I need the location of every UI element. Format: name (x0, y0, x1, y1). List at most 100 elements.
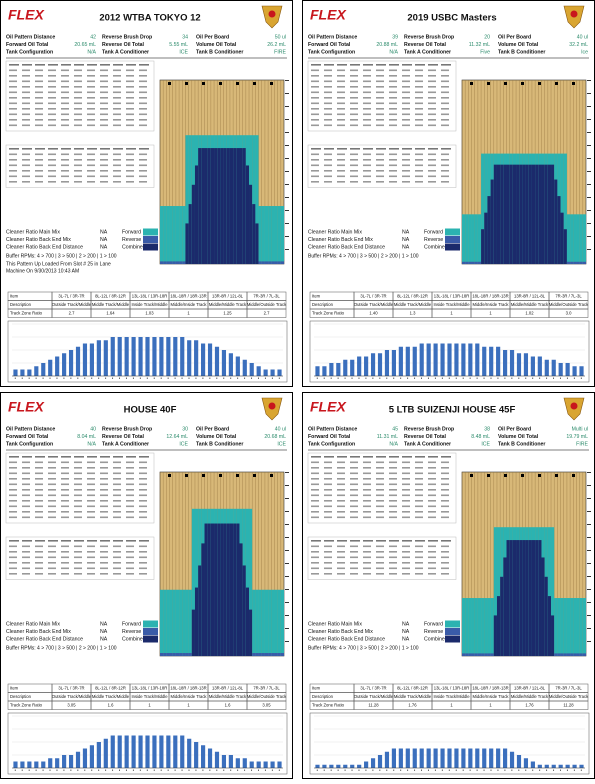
board-tick (56, 377, 58, 379)
table-text: Middle/Middle Track (511, 694, 549, 699)
step-table-cell (311, 69, 319, 72)
board-bar (48, 758, 53, 768)
header-label: Tank Configuration (308, 49, 355, 55)
oil-combined (573, 261, 577, 264)
oil-combined (220, 148, 224, 264)
step-table-cell (9, 540, 19, 542)
oil-forward (271, 589, 275, 656)
step-table-cell (87, 164, 95, 167)
step-table-cell (87, 91, 95, 94)
step-table-cell (35, 516, 43, 519)
distance-tick (285, 223, 289, 224)
board-tick (209, 377, 211, 379)
oil-combined (551, 164, 555, 264)
oil-combined (252, 653, 256, 656)
board-tick (278, 769, 280, 771)
board-bar (152, 735, 157, 768)
step-table-cell (389, 467, 397, 469)
legend-label: Combined (424, 636, 448, 642)
step-table (5, 452, 155, 524)
step-table-cell (363, 494, 371, 497)
step-table-cell (35, 124, 43, 127)
distance-tick (587, 511, 591, 512)
board-tick (532, 769, 534, 771)
step-table-cell (113, 456, 123, 458)
step-table-cell (100, 102, 108, 105)
step-table-cell (415, 467, 423, 469)
step-table-cell (113, 119, 121, 121)
step-table-cell (311, 164, 319, 167)
arrow-mark (168, 474, 171, 477)
step-table-cell (441, 494, 449, 497)
table-text: 2.7 (69, 310, 75, 315)
step-table-cell (428, 86, 436, 88)
board-tick (160, 769, 162, 771)
step-table-cell (35, 164, 43, 167)
step-table-cell (22, 69, 30, 72)
step-table-cell (139, 108, 147, 110)
step-table-cell (100, 69, 108, 72)
header-label: Tank B Conditioner (196, 441, 243, 447)
step-table-cell (363, 181, 371, 183)
oil-combined (185, 223, 189, 264)
header-label: Oil Pattern Distance (308, 34, 357, 40)
step-table-cell (389, 461, 397, 464)
board-bar (55, 758, 60, 768)
step-table-cell (48, 551, 56, 553)
step-table-cell (415, 556, 423, 559)
oil-forward (255, 589, 259, 656)
step-table-cell (22, 511, 30, 513)
step-table-cell (100, 119, 108, 121)
distance-tick (587, 119, 591, 120)
step-table-cell (337, 461, 345, 464)
board-tick (476, 769, 478, 771)
board-bar (207, 343, 213, 376)
legend-label: Reverse (122, 237, 141, 243)
board-tick (146, 377, 148, 379)
step-table-cell (48, 489, 56, 491)
board-tick (244, 377, 246, 379)
board-tick (264, 769, 266, 771)
step-table-cell (22, 500, 30, 502)
step-table-cell (376, 540, 386, 542)
cleaner-value: NA (100, 229, 108, 235)
step-table-cell (402, 478, 410, 480)
board-bar (565, 764, 570, 768)
table-text: Inside Track/Middle (131, 694, 168, 699)
step-table-cell (363, 153, 371, 156)
step-table-cell (350, 102, 358, 105)
cleaner-value: NA (402, 629, 410, 635)
oil-combined (538, 540, 542, 656)
step-table-cell (113, 102, 121, 105)
step-table-cell (113, 113, 121, 116)
step-table-cell (139, 567, 147, 570)
oil-combined (535, 164, 539, 264)
step-table-cell (324, 573, 332, 575)
oil-forward (188, 135, 192, 264)
step-table-cell (35, 573, 43, 575)
header-label: Reverse Oil Total (404, 434, 447, 440)
step-table-cell (100, 91, 108, 94)
step-table-cell (324, 97, 332, 99)
step-table-cell (350, 181, 358, 183)
board-tick (160, 377, 162, 379)
distance-tick (587, 641, 591, 642)
step-table-cell (22, 461, 30, 464)
oil-forward (490, 598, 494, 656)
step-table-cell (35, 64, 45, 66)
step-table-cell (415, 91, 423, 94)
step-table-cell (428, 170, 436, 172)
board-bar (166, 735, 171, 768)
distance-tick (587, 145, 591, 146)
step-table (307, 536, 457, 580)
oil-forward (477, 214, 482, 264)
cleaner-value: NA (100, 244, 108, 250)
oil-combined (258, 653, 262, 656)
step-table-cell (87, 494, 95, 497)
step-table-cell (441, 91, 449, 94)
oil-combined (236, 523, 240, 656)
board-tick (559, 377, 561, 379)
step-table-cell (48, 500, 56, 502)
header-label: Volume Oil Total (498, 42, 539, 48)
board-tick (139, 377, 141, 379)
